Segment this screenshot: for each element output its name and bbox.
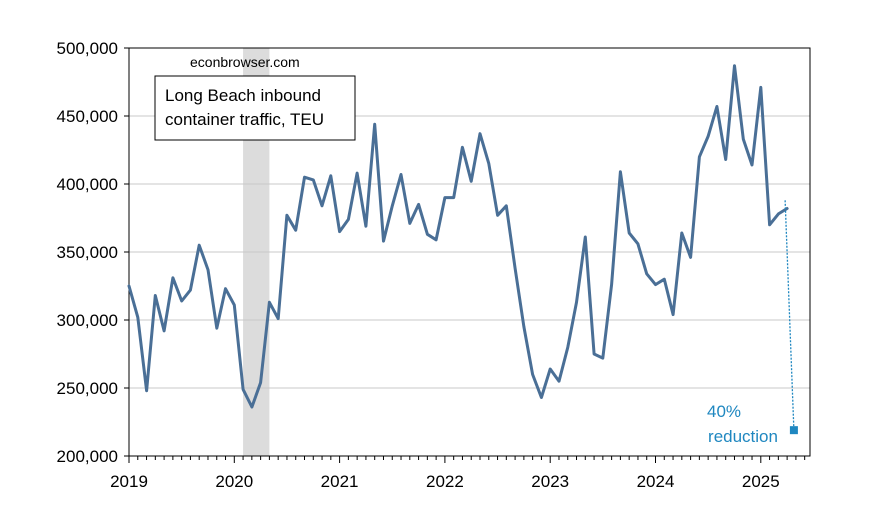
- y-tick-label: 250,000: [57, 379, 118, 398]
- x-tick-label: 2021: [321, 472, 359, 491]
- x-tick-label: 2025: [742, 472, 780, 491]
- projection-group: [784, 200, 798, 435]
- y-tick-label: 450,000: [57, 107, 118, 126]
- x-tick-label: 2022: [426, 472, 464, 491]
- watermark: econbrowser.com: [190, 54, 300, 70]
- y-tick-label: 400,000: [57, 175, 118, 194]
- y-tick-label: 200,000: [57, 447, 118, 466]
- legend-box-line-2: container traffic, TEU: [165, 110, 324, 129]
- legend-box: Long Beach inbound container traffic, TE…: [154, 75, 356, 141]
- y-tick-label: 300,000: [57, 311, 118, 330]
- legend-box-frame: [154, 75, 356, 141]
- projection-point: [789, 426, 798, 435]
- y-tick-label: 500,000: [57, 39, 118, 58]
- series-line: [127, 64, 789, 409]
- x-tick-label: 2023: [531, 472, 569, 491]
- x-tick-label: 2019: [110, 472, 148, 491]
- x-tick-label: 2024: [637, 472, 675, 491]
- projection-label-line-2: reduction: [708, 427, 778, 446]
- y-axis: 200,000 250,000 300,000 350,000 400,000 450,0…: [57, 39, 129, 466]
- y-tick-label: 350,000: [57, 243, 118, 262]
- x-tick-label: 2020: [215, 472, 253, 491]
- projection-line: [784, 200, 795, 431]
- gridlines: [129, 115, 810, 389]
- legend-box-line-1: Long Beach inbound: [165, 86, 321, 105]
- series-group: [127, 64, 789, 409]
- x-axis: 2019 2020 2021 2022 2023 2024 2025: [110, 456, 806, 491]
- projection-label-line-1: 40%: [707, 402, 741, 421]
